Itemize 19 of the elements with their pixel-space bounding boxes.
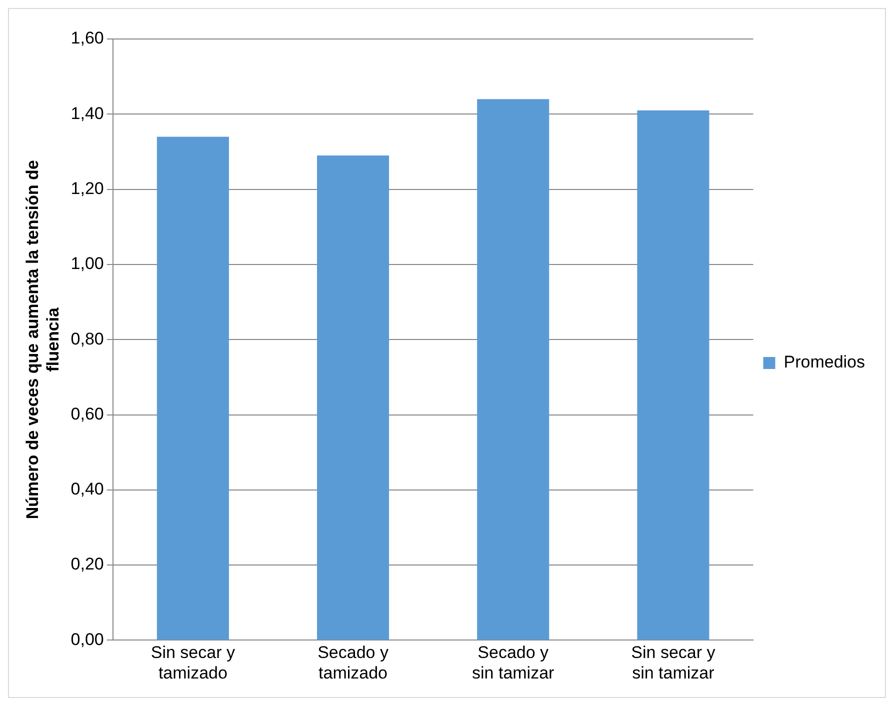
y-tick-label: 0,80 — [70, 329, 104, 348]
bar — [156, 136, 229, 640]
bar — [317, 155, 390, 640]
x-tick-label: Secado y tamizado — [318, 643, 389, 682]
y-axis-title: Número de veces que aumenta la tensión de fluencia — [22, 160, 62, 520]
legend-label: Promedios — [784, 352, 866, 372]
x-tick-label: Sin secar y tamizado — [150, 643, 236, 682]
y-tick-label: 0,20 — [70, 554, 104, 574]
y-tick-label: 1,60 — [70, 28, 104, 48]
y-tick-label: 0,00 — [70, 630, 104, 649]
x-tick-label: Sin secar y sin tamizar — [631, 643, 716, 682]
y-tick-label: 0,60 — [70, 404, 104, 424]
bar — [477, 99, 550, 640]
y-tick-label: 1,00 — [70, 254, 104, 274]
y-tick-label: 1,20 — [70, 178, 104, 198]
y-tick-label: 0,40 — [70, 480, 104, 499]
x-tick-label: Secado y sin tamizar — [472, 643, 555, 682]
bar — [637, 110, 710, 640]
y-tick-label: 1,40 — [70, 104, 104, 123]
